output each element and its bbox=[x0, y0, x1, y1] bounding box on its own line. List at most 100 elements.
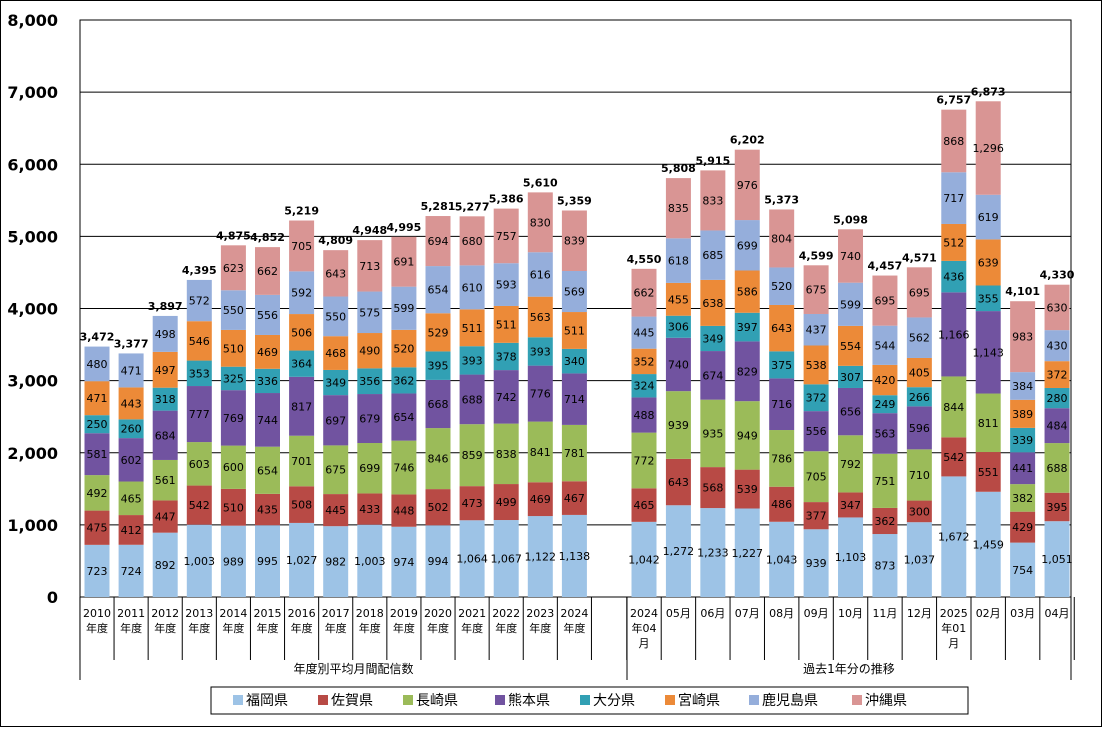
data-label: 656 bbox=[840, 406, 861, 419]
bar-segment bbox=[289, 522, 315, 597]
total-label: 4,599 bbox=[799, 249, 834, 262]
data-label: 1,043 bbox=[766, 553, 798, 566]
data-label: 699 bbox=[359, 462, 380, 475]
data-label: 511 bbox=[564, 324, 585, 337]
bar-segment bbox=[561, 270, 587, 313]
y-tick-label: 2,000 bbox=[7, 444, 58, 463]
data-label: 556 bbox=[806, 425, 827, 438]
bar-segment bbox=[838, 435, 864, 493]
bar-segment bbox=[527, 421, 553, 483]
bar-segment bbox=[803, 411, 829, 452]
bar-segment bbox=[459, 374, 485, 425]
data-label: 465 bbox=[634, 499, 655, 512]
total-label: 5,373 bbox=[764, 193, 799, 206]
category-label: 2024 bbox=[630, 607, 658, 620]
bar-segment bbox=[493, 520, 519, 597]
data-label: 1,064 bbox=[456, 553, 488, 566]
bar-segment bbox=[186, 485, 212, 525]
bar-segment bbox=[734, 508, 760, 597]
bar-segment bbox=[391, 329, 417, 368]
category-label: 2015 bbox=[254, 607, 282, 620]
data-label: 839 bbox=[564, 235, 585, 248]
category-label: 2011 bbox=[117, 607, 145, 620]
bar-segment bbox=[561, 210, 587, 271]
data-label: 469 bbox=[257, 346, 278, 359]
bar-segment bbox=[1010, 427, 1036, 453]
data-label: 717 bbox=[943, 192, 964, 205]
category-label: 年度 bbox=[563, 621, 585, 635]
data-label: 714 bbox=[564, 393, 585, 406]
bar-segment bbox=[459, 424, 485, 487]
data-label: 395 bbox=[428, 360, 449, 373]
data-label: 568 bbox=[702, 482, 723, 495]
data-label: 724 bbox=[121, 565, 142, 578]
bar-segment bbox=[838, 325, 864, 366]
data-label: 430 bbox=[1047, 340, 1068, 353]
bar-segment bbox=[459, 309, 485, 347]
data-label: 705 bbox=[291, 240, 312, 253]
data-label: 710 bbox=[909, 469, 930, 482]
legend-swatch bbox=[403, 695, 413, 705]
data-label: 618 bbox=[668, 255, 689, 268]
y-tick-label: 6,000 bbox=[7, 155, 58, 174]
data-label: 844 bbox=[943, 401, 964, 414]
data-label: 447 bbox=[155, 511, 176, 524]
data-label: 833 bbox=[702, 194, 723, 207]
category-label: 2023 bbox=[526, 607, 554, 620]
bar-segment bbox=[357, 524, 383, 597]
bar-segment bbox=[665, 282, 691, 316]
bar-segment bbox=[769, 486, 795, 522]
category-label: 年度 bbox=[188, 621, 210, 635]
total-label: 4,809 bbox=[318, 234, 353, 247]
bar-segment bbox=[665, 238, 691, 283]
data-label: 639 bbox=[978, 256, 999, 269]
data-label: 412 bbox=[121, 524, 142, 537]
y-tick-label: 0 bbox=[47, 588, 58, 607]
data-label: 1,227 bbox=[732, 547, 764, 560]
bar-segment bbox=[323, 494, 349, 527]
data-label: 542 bbox=[189, 499, 210, 512]
total-label: 5,359 bbox=[557, 194, 592, 207]
bar-segment bbox=[665, 391, 691, 459]
data-label: 603 bbox=[189, 458, 210, 471]
bar-segment bbox=[631, 348, 657, 375]
data-label: 638 bbox=[702, 297, 723, 310]
category-label: 03月 bbox=[1010, 607, 1035, 620]
bar-segment bbox=[561, 312, 587, 349]
bar-segment bbox=[700, 467, 726, 509]
data-label: 668 bbox=[428, 398, 449, 411]
data-label: 1,272 bbox=[663, 545, 695, 558]
data-label: 643 bbox=[325, 267, 346, 280]
data-label: 716 bbox=[771, 398, 792, 411]
category-label: 2019 bbox=[390, 607, 418, 620]
data-label: 1,037 bbox=[904, 554, 936, 567]
data-label: 349 bbox=[702, 332, 723, 345]
bar-segment bbox=[220, 445, 246, 489]
bar-segment bbox=[665, 505, 691, 597]
data-label: 550 bbox=[325, 310, 346, 323]
category-label: 2018 bbox=[356, 607, 384, 620]
category-label: 2014 bbox=[219, 607, 247, 620]
data-label: 575 bbox=[359, 306, 380, 319]
bar-segment bbox=[186, 386, 212, 443]
data-label: 389 bbox=[1012, 408, 1033, 421]
category-label: 年度 bbox=[461, 621, 483, 635]
bar-segment bbox=[872, 275, 898, 326]
bar-segment bbox=[84, 381, 110, 416]
bar-segment bbox=[255, 247, 280, 295]
data-label: 593 bbox=[496, 279, 517, 292]
total-label: 3,377 bbox=[114, 337, 149, 350]
bar-segment bbox=[118, 515, 144, 545]
data-label: 701 bbox=[291, 455, 312, 468]
data-label: 619 bbox=[978, 211, 999, 224]
legend-label: 熊本県 bbox=[508, 693, 550, 709]
data-label: 1,003 bbox=[354, 555, 386, 568]
category-label: 年度 bbox=[257, 621, 279, 635]
data-label: 563 bbox=[874, 427, 895, 440]
category-label: 月 bbox=[639, 637, 650, 650]
bar-segment bbox=[527, 482, 553, 517]
bar-segment bbox=[941, 437, 967, 477]
data-label: 695 bbox=[909, 286, 930, 299]
data-label: 492 bbox=[87, 487, 108, 500]
bar-segment bbox=[527, 516, 553, 597]
